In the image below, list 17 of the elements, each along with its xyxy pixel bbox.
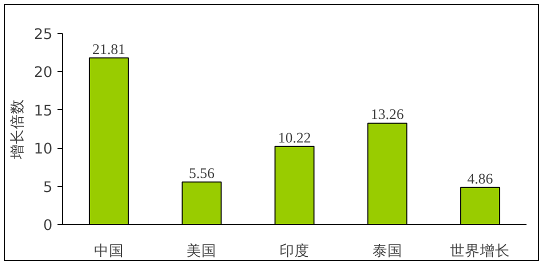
x-tick-label: 印度 bbox=[280, 242, 310, 260]
x-tick-label: 美国 bbox=[186, 242, 217, 260]
x-tick-label: 泰国 bbox=[372, 242, 402, 260]
data-label: 5.56 bbox=[188, 166, 215, 182]
data-label: 4.86 bbox=[467, 171, 493, 188]
y-tick-label: 20 bbox=[34, 64, 53, 82]
data-label: 21.81 bbox=[92, 42, 126, 58]
data-label: 13.26 bbox=[370, 107, 404, 124]
y-tick-label: 10 bbox=[34, 140, 53, 158]
y-tick-label: 25 bbox=[34, 26, 53, 43]
y-axis-title: 增长倍数 bbox=[8, 99, 26, 160]
y-tick-label: 15 bbox=[34, 102, 53, 120]
x-tick-label: 中国 bbox=[94, 242, 124, 260]
y-tick-label: 5 bbox=[43, 178, 53, 196]
data-label: 10.22 bbox=[278, 130, 311, 146]
x-tick-label: 世界增长 bbox=[450, 242, 510, 260]
y-tick-label: 0 bbox=[43, 217, 53, 234]
